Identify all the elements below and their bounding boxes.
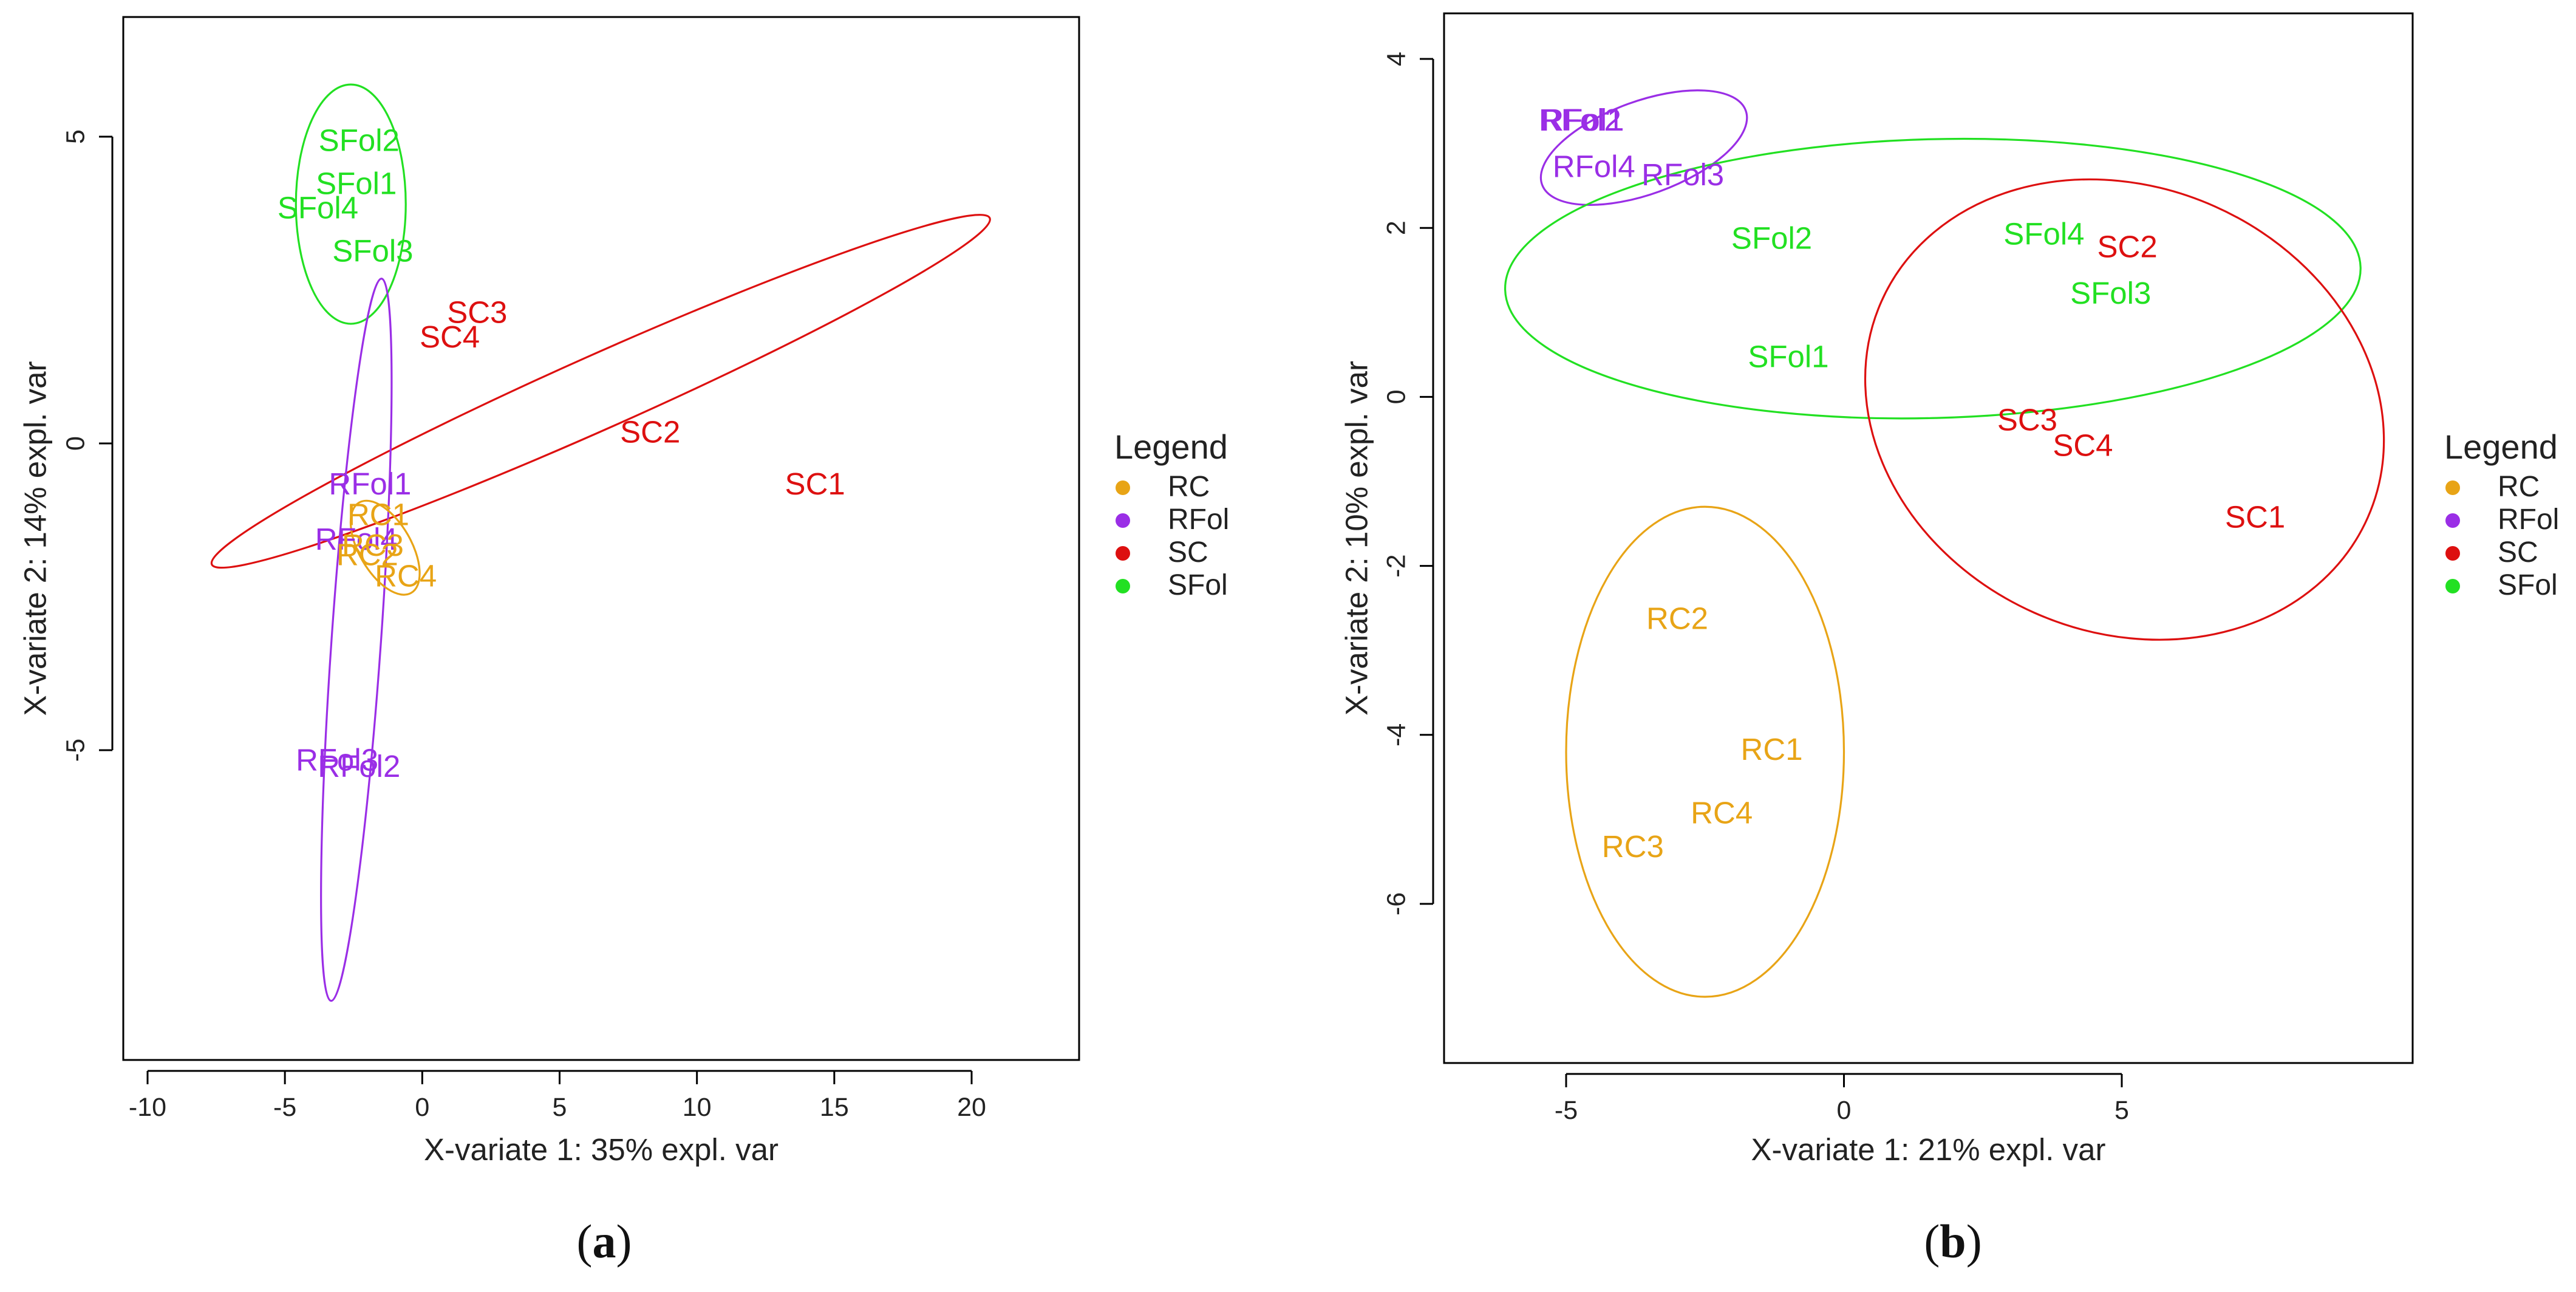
ellipse-rfol [1539, 89, 1748, 206]
panel-a: -10 -5 0 5 10 15 20 -5 0 5 X-variate 1: 35% expl. … [18, 16, 1229, 1268]
sample-sc3: SC3 [447, 295, 507, 329]
ellipse-layer [1504, 89, 2385, 998]
sample-sc4: SC4 [420, 320, 480, 354]
plot-frame [122, 16, 1080, 1061]
panel-caption: (b) [1924, 1215, 1981, 1268]
legend-marker-sfol [2445, 579, 2460, 593]
legend-marker-rc [1116, 480, 1130, 495]
y-axis: -5 0 5 [61, 129, 114, 762]
y-tick-label: 4 [1382, 52, 1411, 66]
sample-sc2: SC2 [2097, 229, 2158, 264]
y-axis-title: X-variate 2: 10% expl. var [1339, 361, 1374, 716]
sample-rfol4: RFol4 [1553, 149, 1635, 183]
legend-label-sc: SC [2498, 536, 2538, 569]
legend-marker-sfol [1116, 579, 1130, 593]
sample-sc1: SC1 [2225, 500, 2285, 535]
sample-sfol2: SFol2 [319, 123, 400, 158]
y-tick-label: 2 [1382, 220, 1411, 235]
legend-label-sfol: SFol [2498, 569, 2558, 601]
legend-label-rfol: RFol [1168, 504, 1229, 536]
sample-sfol3: SFol3 [2070, 276, 2151, 310]
legend-label-sfol: SFol [1168, 569, 1228, 601]
legend-marker-rfol [2445, 513, 2460, 528]
legend-label-rc: RC [1168, 471, 1210, 503]
sample-rfol1: RFol1 [1541, 103, 1624, 137]
y-tick-label: 0 [61, 436, 90, 451]
legend-label-rfol: RFol [2498, 504, 2559, 536]
sample-rc1: RC1 [347, 497, 409, 532]
sample-sfol3: SFol3 [332, 233, 413, 268]
ellipse-layer [210, 83, 991, 1002]
sample-rc2: RC2 [1646, 601, 1708, 635]
sample-sc3: SC3 [1997, 403, 2057, 437]
x-tick-label: -5 [1555, 1096, 1578, 1125]
y-axis-title: X-variate 2: 14% expl. var [18, 361, 52, 716]
x-tick-label: 10 [683, 1093, 712, 1122]
sample-rfol3: RFol3 [1641, 157, 1724, 192]
legend-marker-rc [2445, 480, 2460, 495]
x-axis-title: X-variate 1: 21% expl. var [1751, 1132, 2106, 1167]
x-axis-title: X-variate 1: 35% expl. var [424, 1132, 779, 1167]
y-tick-label: -2 [1382, 554, 1411, 577]
y-tick-label: -4 [1382, 723, 1411, 747]
x-tick-label: 0 [415, 1093, 429, 1122]
ellipse-rc [1565, 505, 1845, 998]
panel-b: -5 0 5 -6 -4 -2 0 2 4 X-variate 1: 21% expl. var X… [1339, 12, 2559, 1268]
y-axis: -6 -4 -2 0 2 4 [1382, 52, 1434, 915]
sample-rfol2: RFol2 [318, 749, 400, 784]
x-tick-label: 20 [957, 1093, 986, 1122]
ellipse-rfol [320, 278, 393, 1002]
legend-marker-sc [1116, 546, 1130, 561]
sample-rc1: RC1 [1741, 732, 1803, 767]
sample-sfol4: SFol4 [278, 191, 358, 225]
sample-rc2: RC2 [336, 537, 398, 572]
legend-title: Legend [2444, 428, 2558, 466]
y-tick-label: 0 [1382, 389, 1411, 404]
ellipse-sfol [295, 83, 407, 325]
sample-rfol3: RFol3 [296, 743, 378, 778]
sample-rc4: RC4 [1691, 795, 1753, 830]
sample-rc3: RC3 [342, 528, 404, 562]
sample-rc4: RC4 [375, 559, 437, 593]
sample-rfol4: RFol4 [315, 522, 398, 556]
sample-sfol4: SFol4 [2003, 217, 2084, 251]
ellipse-rc [349, 499, 421, 596]
ellipse-sc [210, 214, 991, 569]
sample-sfol1: SFol1 [316, 166, 397, 200]
x-tick-label: 0 [1837, 1096, 1852, 1125]
legend-title: Legend [1114, 428, 1228, 466]
ellipse-sfol [1504, 137, 2362, 420]
sample-sfol1: SFol1 [1748, 339, 1828, 374]
y-tick-label: 5 [61, 129, 90, 144]
legend-label-rc: RC [2498, 471, 2540, 503]
x-tick-label: 15 [820, 1093, 849, 1122]
sample-sc2: SC2 [620, 414, 680, 449]
x-axis: -5 0 5 [1555, 1073, 2129, 1125]
plot-frame [1443, 12, 2414, 1064]
x-axis: -10 -5 0 5 10 15 20 [129, 1070, 986, 1122]
x-tick-label: -10 [129, 1093, 166, 1122]
y-tick-label: -6 [1382, 892, 1411, 915]
x-tick-label: 5 [2114, 1096, 2129, 1125]
x-tick-label: -5 [273, 1093, 296, 1122]
legend-label-sc: SC [1168, 536, 1208, 569]
legend-marker-sc [2445, 546, 2460, 561]
sample-sfol2: SFol2 [1731, 221, 1812, 256]
sample-sc1: SC1 [785, 467, 845, 501]
legend-marker-rfol [1116, 513, 1130, 528]
sample-rfol2: RFol2 [1539, 103, 1621, 137]
x-tick-label: 5 [553, 1093, 567, 1122]
y-tick-label: -5 [61, 739, 90, 762]
sample-sc4: SC4 [2053, 428, 2113, 462]
sample-rfol1: RFol1 [329, 467, 411, 501]
ellipse-sc [1864, 178, 2385, 641]
sample-rc3: RC3 [1602, 829, 1664, 864]
panel-caption: (a) [577, 1215, 632, 1268]
